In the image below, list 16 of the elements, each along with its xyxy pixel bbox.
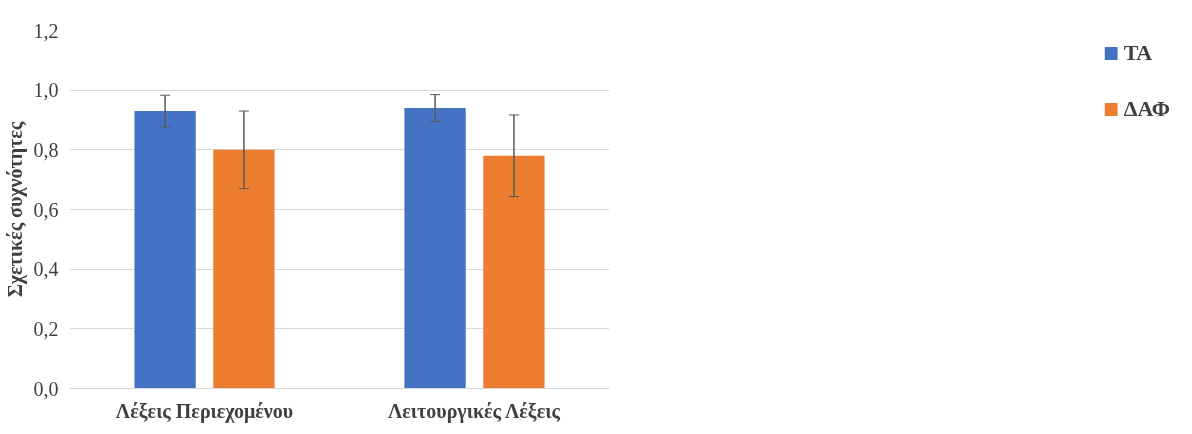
bar <box>404 108 466 389</box>
y-axis-title: Σχετικές συχνότητες <box>3 121 27 298</box>
y-tick-label: 0,8 <box>33 138 59 161</box>
x-tick-label: Λειτουργικές Λέξεις <box>388 399 561 423</box>
bar <box>134 111 196 389</box>
y-tick-label: 0,6 <box>33 198 59 221</box>
legend-label: ΤΑ <box>1123 40 1153 66</box>
y-tick-label: 0,2 <box>33 317 59 340</box>
bar <box>213 149 275 389</box>
y-tick-label: 1,2 <box>33 19 59 42</box>
x-tick-label: Λέξεις Περιεχομένου <box>115 399 294 423</box>
legend-label: ΔΑΦ <box>1123 96 1170 122</box>
y-tick-label: 1,0 <box>33 79 59 102</box>
y-tick-label: 0,0 <box>33 377 59 400</box>
y-tick-label: 0,4 <box>33 258 59 281</box>
bar <box>483 155 545 389</box>
